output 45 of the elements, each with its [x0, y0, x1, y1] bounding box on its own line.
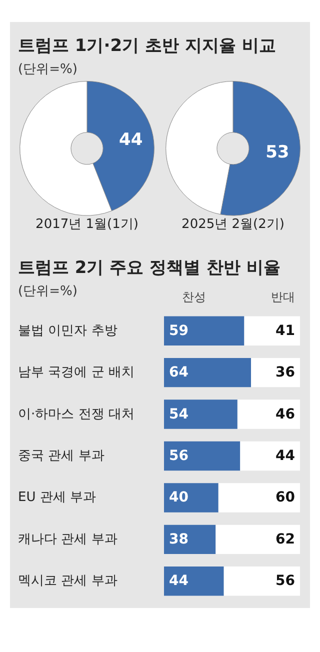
bar — [164, 400, 238, 429]
bar — [224, 566, 300, 596]
y-tick-label: EU 관세 부과 — [18, 490, 96, 506]
bar — [244, 316, 300, 346]
text: (단위=%) — [18, 283, 78, 300]
bar — [164, 566, 224, 596]
data-label: 46 — [276, 406, 295, 422]
bar — [216, 524, 300, 554]
bar — [164, 483, 218, 512]
text: 2017년 1월(1기) — [36, 217, 138, 232]
bar — [164, 524, 216, 554]
data-label: 44 — [118, 130, 143, 150]
bar — [237, 400, 300, 429]
y-tick-label: 중국 관세 부과 — [18, 448, 104, 464]
data-label: 38 — [169, 531, 188, 548]
bar — [218, 483, 300, 512]
bar — [240, 441, 300, 471]
data-label: 62 — [276, 531, 295, 548]
y-tick-label: 이·하마스 전쟁 대처 — [18, 406, 134, 422]
data-label: 53 — [266, 142, 290, 163]
chart-title: 트럼프 2기 주요 정책별 찬반 비율 — [18, 257, 280, 279]
bar — [164, 358, 252, 388]
data-label: 59 — [169, 322, 188, 339]
data-label: 40 — [169, 490, 189, 506]
text: 2025년 2월(2기) — [182, 217, 284, 232]
bar — [164, 316, 244, 346]
data-label: 56 — [169, 448, 188, 464]
data-label: 41 — [276, 322, 295, 339]
data-label: 36 — [276, 364, 295, 381]
data-label: 54 — [169, 406, 189, 422]
data-label: 56 — [276, 573, 295, 590]
data-label: 44 — [169, 573, 189, 590]
y-tick-label: 멕시코 관세 부과 — [18, 574, 118, 589]
series-label: 찬성 — [182, 290, 206, 304]
chart-subtitle: (단위=%) — [18, 61, 78, 78]
data-label: 44 — [276, 448, 296, 464]
y-tick-label: 캐나다 관세 부과 — [18, 532, 118, 547]
bar — [164, 441, 240, 471]
series-label: 반대 — [271, 290, 295, 304]
bar — [251, 358, 300, 388]
y-tick-label: 불법 이민자 추방 — [18, 323, 118, 338]
chart-title: 트럼프 1기·2기 초반 지지율 비교 — [18, 35, 276, 57]
data-label: 64 — [169, 364, 189, 381]
data-label: 60 — [276, 490, 296, 506]
y-tick-label: 남부 국경에 군 배치 — [18, 365, 134, 380]
